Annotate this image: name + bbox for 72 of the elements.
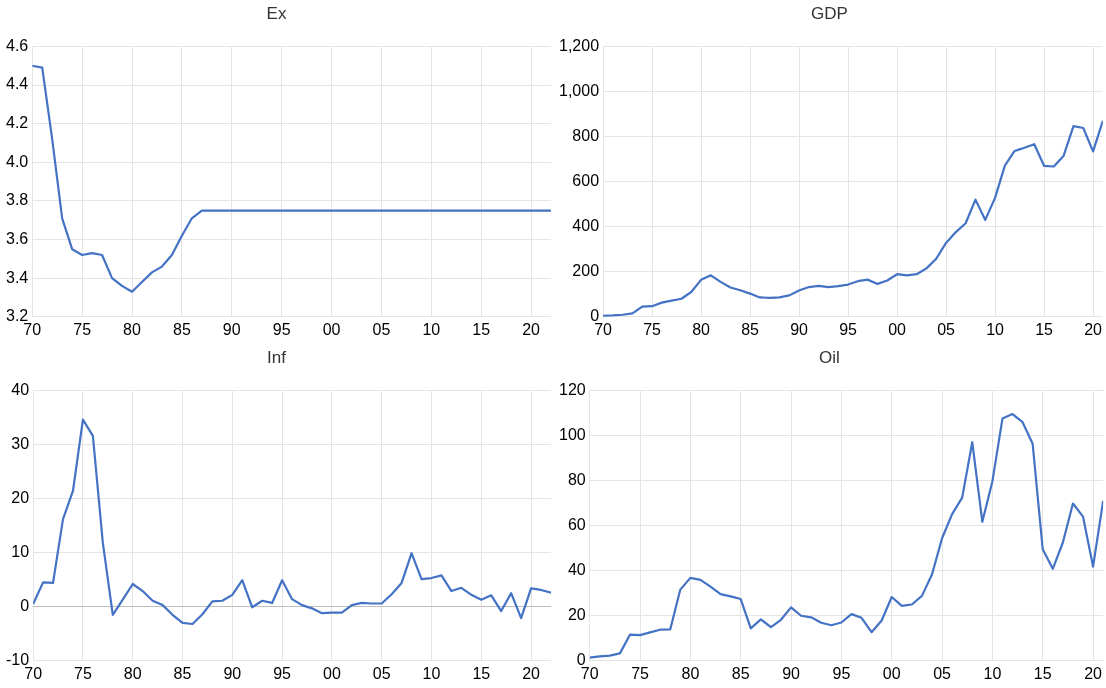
y-tick-label: 0 [20, 597, 30, 615]
x-tick-label: 85 [741, 320, 760, 338]
y-tick-label: 20 [567, 606, 586, 624]
y-tick-label: 4.0 [5, 152, 29, 170]
x-tick-label: 05 [372, 664, 391, 682]
chart-title: Inf [267, 347, 287, 367]
x-tick-label: 15 [1035, 320, 1054, 338]
x-tick-label: 00 [888, 320, 907, 338]
x-tick-label: 80 [123, 320, 141, 338]
x-tick-label: 15 [1033, 664, 1052, 682]
y-tick-label: 40 [11, 380, 30, 398]
x-tick-label: 20 [522, 320, 541, 338]
y-tick-label: 10 [11, 543, 30, 561]
y-tick-label: 1,000 [558, 81, 600, 99]
x-tick-label: 05 [933, 664, 952, 682]
x-tick-label: 05 [937, 320, 956, 338]
x-tick-label: 90 [790, 320, 809, 338]
x-tick-label: 75 [643, 320, 662, 338]
y-tick-label: 200 [572, 262, 600, 280]
y-tick-label: 1,200 [558, 36, 600, 54]
x-tick-label: 85 [173, 664, 192, 682]
x-tick-label: 05 [372, 320, 391, 338]
x-tick-label: 00 [323, 664, 341, 682]
y-tick-label: 800 [572, 126, 600, 144]
chart-title: GDP [811, 3, 848, 23]
x-tick-label: 70 [580, 664, 599, 682]
x-tick-label: 70 [594, 320, 613, 338]
x-tick-label: 10 [422, 664, 441, 682]
y-tick-label: 3.6 [5, 229, 29, 247]
y-tick-label: 4.6 [5, 36, 29, 54]
y-tick-label: 3.8 [5, 191, 29, 209]
x-tick-label: 95 [272, 320, 291, 338]
x-tick-label: 75 [631, 664, 650, 682]
x-tick-label: 00 [882, 664, 901, 682]
y-tick-label: 20 [11, 488, 30, 506]
y-tick-label: 4.2 [5, 114, 29, 132]
x-tick-label: 90 [222, 320, 241, 338]
y-tick-label: 600 [572, 172, 600, 190]
x-tick-label: 95 [839, 320, 858, 338]
x-tick-label: 70 [24, 664, 43, 682]
chart-title: Oil [819, 347, 840, 367]
x-tick-label: 80 [692, 320, 711, 338]
x-tick-label: 80 [681, 664, 700, 682]
y-tick-label: 60 [567, 516, 586, 534]
x-tick-label: 85 [731, 664, 750, 682]
y-tick-label: 30 [11, 434, 30, 452]
x-tick-label: 20 [1084, 664, 1103, 682]
x-tick-label: 10 [983, 664, 1002, 682]
x-tick-label: 15 [472, 664, 491, 682]
x-tick-label: 95 [832, 664, 851, 682]
y-tick-label: 400 [572, 217, 600, 235]
x-tick-label: 75 [73, 320, 92, 338]
x-tick-label: 90 [223, 664, 242, 682]
x-tick-label: 20 [522, 664, 541, 682]
y-tick-label: 120 [558, 380, 586, 398]
x-tick-label: 90 [782, 664, 801, 682]
y-tick-label: 80 [567, 470, 586, 488]
x-tick-label: 00 [322, 320, 341, 338]
y-tick-label: 3.4 [5, 268, 29, 286]
x-tick-label: 95 [273, 664, 292, 682]
y-tick-label: 100 [558, 425, 586, 443]
x-tick-label: 10 [986, 320, 1005, 338]
x-tick-label: 85 [172, 320, 191, 338]
x-tick-label: 70 [23, 320, 42, 338]
y-tick-label: 40 [567, 561, 586, 579]
y-tick-label: 4.4 [5, 75, 29, 93]
x-tick-label: 10 [422, 320, 441, 338]
x-tick-label: 15 [472, 320, 491, 338]
x-tick-label: 20 [1084, 320, 1103, 338]
x-tick-label: 80 [123, 664, 142, 682]
x-tick-label: 75 [74, 664, 92, 682]
chart-title: Ex [266, 3, 287, 23]
